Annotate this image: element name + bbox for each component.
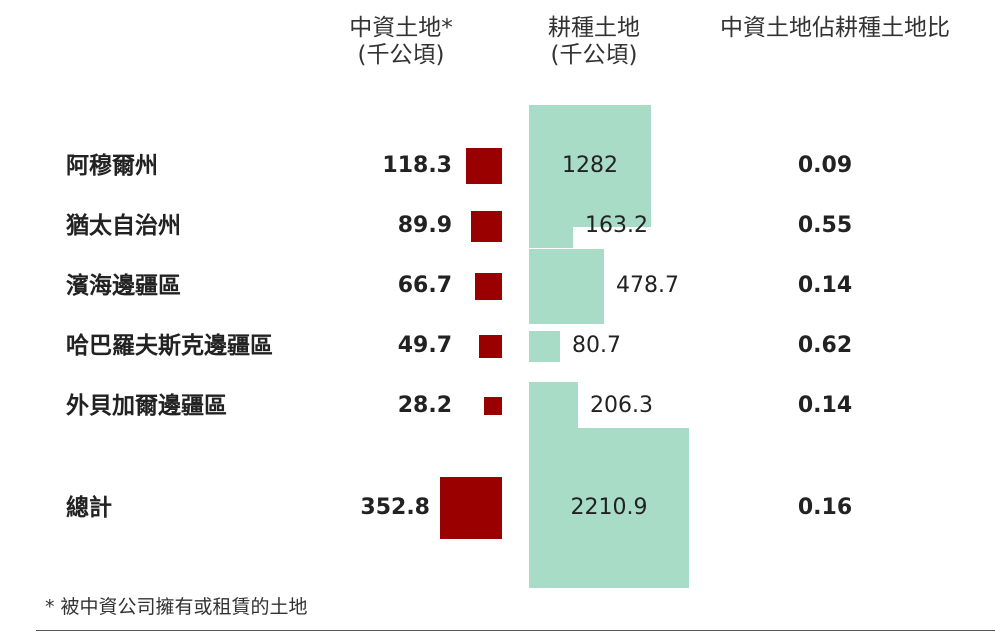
- row-4-chinese-value: 28.2: [397, 393, 452, 418]
- header-arable-land: 耕種土地 (千公頃): [548, 15, 640, 68]
- row-3-chinese-value: 49.7: [397, 333, 452, 358]
- row-1-ratio: 0.55: [797, 213, 853, 238]
- header-ratio: 中資土地佔耕種土地比: [720, 15, 950, 41]
- row-2-arable-value: 478.7: [616, 273, 679, 298]
- bottom-rule: [36, 630, 995, 631]
- row-3-chinese-mark: [479, 335, 502, 358]
- row-1-chinese-value: 89.9: [397, 213, 452, 238]
- total-label: 總計: [66, 495, 112, 521]
- row-3-arable-value: 80.7: [572, 333, 621, 358]
- total-chinese-mark: [440, 477, 502, 539]
- row-3-label: 哈巴羅夫斯克邊疆區: [66, 333, 273, 359]
- total-chinese-value: 352.8: [360, 495, 430, 520]
- row-2-chinese-value: 66.7: [397, 273, 452, 298]
- row-2-arable-mark: [529, 249, 604, 324]
- total-ratio: 0.16: [797, 495, 853, 520]
- row-4-ratio: 0.14: [797, 393, 853, 418]
- row-0-label: 阿穆爾州: [66, 153, 158, 179]
- row-2-ratio: 0.14: [797, 273, 853, 298]
- row-1-arable-mark: [529, 204, 573, 248]
- footnote: * 被中資公司擁有或租賃的土地: [45, 596, 308, 618]
- row-4-chinese-mark: [484, 397, 502, 415]
- row-2-label: 濱海邊疆區: [66, 273, 181, 299]
- row-0-ratio: 0.09: [797, 153, 853, 178]
- header-chinese-land: 中資土地* (千公頃): [349, 15, 453, 68]
- row-0-chinese-value: 118.3: [382, 153, 452, 178]
- row-1-label: 猶太自治州: [66, 213, 181, 239]
- total-arable-mark: [529, 428, 689, 588]
- row-3-arable-mark: [529, 331, 560, 362]
- row-0-chinese-mark: [466, 148, 502, 184]
- row-4-arable-value: 206.3: [590, 393, 653, 418]
- total-arable-value: 2210.9: [570, 495, 648, 520]
- row-1-chinese-mark: [471, 211, 502, 242]
- row-0-arable-value: 1282: [562, 153, 618, 178]
- row-2-chinese-mark: [475, 273, 502, 300]
- row-3-ratio: 0.62: [797, 333, 853, 358]
- row-4-label: 外貝加爾邊疆區: [66, 393, 227, 419]
- row-4-arable-mark: [529, 382, 578, 431]
- row-1-arable-value: 163.2: [585, 213, 648, 238]
